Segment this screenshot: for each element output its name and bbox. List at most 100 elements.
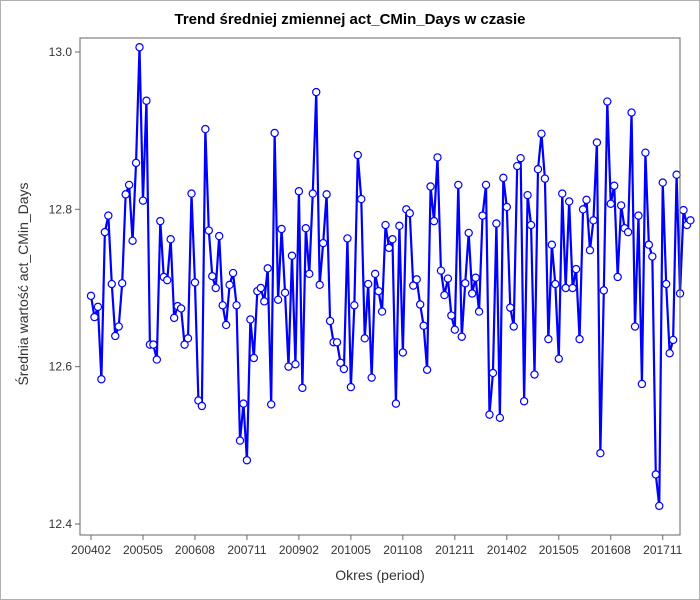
data-point xyxy=(332,338,342,347)
data-point xyxy=(322,190,331,199)
y-tick-label: 12.4 xyxy=(49,517,73,531)
x-axis-label: Okres (period) xyxy=(335,567,425,583)
data-point xyxy=(104,211,113,220)
data-point xyxy=(613,272,622,282)
data-point xyxy=(419,321,428,330)
x-tick-label: 201505 xyxy=(539,543,579,557)
data-point xyxy=(270,128,279,138)
data-point xyxy=(509,322,518,331)
data-point xyxy=(405,209,414,218)
data-point xyxy=(384,243,394,253)
data-point xyxy=(564,197,574,206)
data-point xyxy=(287,251,297,260)
data-point xyxy=(117,279,127,288)
data-point xyxy=(616,201,626,210)
data-point xyxy=(540,174,550,183)
data-point xyxy=(637,379,647,389)
data-point xyxy=(266,400,276,409)
data-point xyxy=(474,307,484,316)
data-point xyxy=(641,148,650,157)
data-point xyxy=(447,311,456,320)
data-point xyxy=(277,224,286,234)
data-point xyxy=(464,228,473,238)
data-point xyxy=(665,349,674,358)
chart-title: Trend średniej zmiennej act_CMin_Days w … xyxy=(174,11,526,28)
series-polyline xyxy=(89,46,692,508)
data-point xyxy=(606,199,615,209)
data-point xyxy=(260,297,269,306)
x-tick-label: 200402 xyxy=(71,543,111,557)
series-line xyxy=(89,46,692,508)
data-point xyxy=(467,289,477,298)
data-point xyxy=(506,303,515,312)
x-tick-label: 201402 xyxy=(487,543,527,557)
ticks: 12.4 12.6 12.8 13.0 200402 200505 200608 200711… xyxy=(49,45,683,557)
data-point xyxy=(519,397,529,406)
data-point xyxy=(661,279,671,289)
data-point xyxy=(183,334,193,343)
data-point xyxy=(308,189,317,198)
x-tick-label: 201608 xyxy=(591,543,631,557)
data-point xyxy=(325,316,335,326)
data-point xyxy=(668,335,678,345)
data-point xyxy=(367,373,376,382)
data-point xyxy=(273,295,283,304)
data-point xyxy=(339,364,349,374)
data-point xyxy=(627,108,636,117)
data-point xyxy=(488,368,498,378)
data-point xyxy=(315,280,324,290)
data-point xyxy=(409,281,418,290)
data-point xyxy=(228,268,238,278)
data-point xyxy=(450,325,460,334)
data-point xyxy=(312,87,321,97)
data-point xyxy=(526,220,536,230)
data-point xyxy=(533,164,543,174)
data-point xyxy=(156,216,165,226)
data-point xyxy=(221,320,231,330)
data-point xyxy=(512,161,522,171)
y-tick-label: 12.8 xyxy=(49,202,73,216)
data-point xyxy=(537,129,546,138)
data-point xyxy=(291,360,300,369)
data-point xyxy=(592,138,602,147)
data-point xyxy=(377,307,387,316)
data-point xyxy=(256,283,265,293)
data-point xyxy=(544,334,553,344)
x-tick-label: 201211 xyxy=(435,543,474,557)
data-point xyxy=(391,399,401,408)
data-point xyxy=(471,273,480,282)
data-point xyxy=(187,189,196,198)
data-point xyxy=(443,274,453,283)
data-point xyxy=(457,332,466,341)
x-tick-label: 201711 xyxy=(643,543,682,557)
data-point xyxy=(523,190,532,200)
data-point xyxy=(578,205,588,214)
data-point xyxy=(422,365,432,375)
data-point xyxy=(357,194,366,204)
data-point xyxy=(672,170,681,179)
y-axis-label: Średnia wartość act_CMin_Days xyxy=(15,182,31,386)
data-point xyxy=(152,355,162,364)
data-point xyxy=(138,196,148,205)
data-point xyxy=(585,246,595,255)
data-point xyxy=(242,456,252,465)
data-point xyxy=(655,501,664,511)
data-point xyxy=(658,178,667,187)
data-point xyxy=(644,240,654,249)
data-point xyxy=(263,264,272,273)
data-point xyxy=(97,375,106,384)
data-point xyxy=(135,43,144,52)
x-tick-label: 201005 xyxy=(331,543,371,557)
data-point xyxy=(149,340,158,349)
data-point xyxy=(530,370,539,379)
data-point xyxy=(516,153,525,163)
data-point xyxy=(454,180,463,190)
data-point xyxy=(495,413,505,422)
data-point xyxy=(111,331,120,341)
data-point xyxy=(623,227,633,237)
series-markers xyxy=(86,43,695,511)
x-tick-label: 200505 xyxy=(123,543,163,557)
y-tick-label: 13.0 xyxy=(49,45,73,59)
data-point xyxy=(429,216,439,226)
